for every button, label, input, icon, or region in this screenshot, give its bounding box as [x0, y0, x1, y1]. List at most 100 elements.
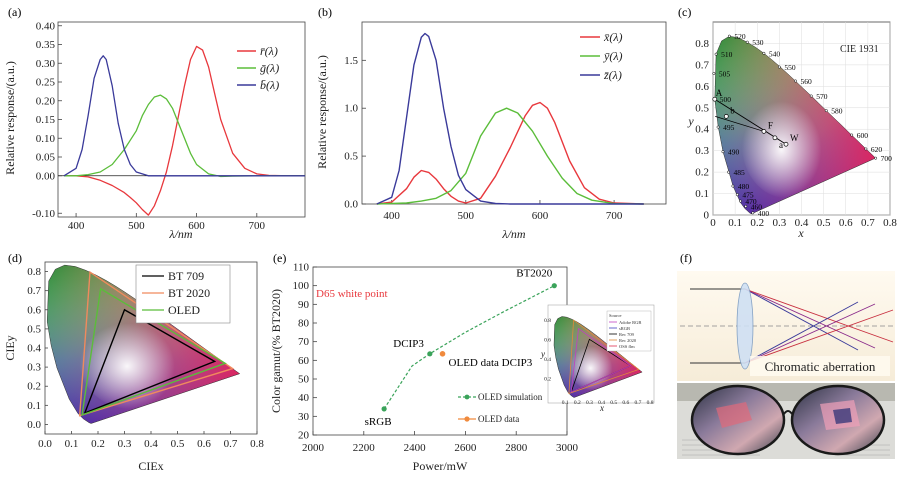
glasses-bridge — [783, 410, 793, 415]
d-xtick-label: 0.1 — [65, 438, 79, 450]
e-inset-xtick-label: 0.4 — [598, 400, 605, 406]
legend-label-bt709: BT 709 — [168, 269, 204, 283]
c-xtick-label: 0 — [710, 217, 716, 229]
d-ytick-label: 0.2 — [27, 381, 41, 393]
e-sim-line — [383, 285, 555, 410]
d-xtick-label: 0.3 — [118, 438, 132, 450]
panel-d-ticks: 0.0 0.1 0.2 0.3 0.4 0.5 0.6 0.7 0.8 0.0 0.1 0.2 0.3 0… — [27, 266, 264, 450]
c-ytick-label: 0.4 — [695, 124, 709, 136]
e-oled-data-point — [439, 351, 446, 357]
c-wavelength-label: 620 — [871, 145, 883, 154]
inset-xlabel: x — [599, 403, 604, 413]
c-wavelength-dot — [735, 193, 739, 197]
c-ytick-label: 0.5 — [695, 102, 709, 114]
c-xtick-label: 0.1 — [728, 217, 742, 229]
panel-d-ylabel: CIEy — [3, 335, 17, 360]
c-ytick-label: 0.7 — [695, 59, 709, 71]
a-series-line-1 — [64, 94, 305, 178]
panel-e: (e) 2000 2200 2400 2600 2800 3000 20 30 40 50 60 70… — [269, 251, 655, 473]
c-xtick-label: 0.8 — [883, 217, 897, 229]
a-ytick-label: 0.40 — [36, 20, 56, 32]
panel-e-ticks: 2000 2200 2400 2600 2800 3000 20 30 40 50 60 70 80 90… — [293, 262, 579, 455]
c-point-A — [712, 96, 718, 102]
e-xtick-label: 2600 — [454, 442, 477, 454]
c-wavelength-dot — [777, 65, 781, 69]
d-xtick-label: 0.7 — [224, 438, 238, 450]
e-inset-xtick-label: 0.7 — [634, 400, 641, 406]
e-inset-ytick-label: 0.2 — [544, 376, 551, 382]
inset-legend-5: OSS flm — [619, 344, 635, 349]
c-wavelength-dot — [716, 125, 720, 129]
legend-label-b: b̄(λ) — [260, 78, 279, 92]
inset-legend-1: Adobe RGB — [619, 320, 641, 325]
c-wavelength-label: 505 — [719, 69, 731, 78]
c-xtick-label: 0.6 — [839, 217, 853, 229]
legend-label-x: x̄(λ) — [603, 30, 623, 44]
b-xtick-label: 400 — [383, 210, 400, 222]
c-wavelength-dot — [874, 156, 878, 160]
inset-legend: Source Adobe RGB sRGB Rec 709 Rec 2020 O… — [606, 310, 652, 352]
c-wavelength-dot — [762, 51, 766, 55]
inset-legend-box — [606, 310, 652, 352]
panel-c-xlabel: x — [797, 226, 804, 240]
e-xtick-label: 2400 — [404, 442, 427, 454]
e-xtick-label: 3000 — [556, 442, 579, 454]
e-inset-xtick-label: 0.2 — [574, 400, 581, 406]
e-label-dcip3: DCIP3 — [393, 338, 424, 350]
glasses-photo — [677, 383, 895, 459]
b-xtick-label: 700 — [606, 210, 623, 222]
panel-b-ylabel: Relative response/(a.u.) — [315, 55, 329, 169]
panel-e-legend: OLED simulation OLED data — [458, 392, 543, 424]
a-ytick-label: 0.05 — [36, 152, 56, 164]
e-xtick-label: 2800 — [505, 442, 528, 454]
e-sim-point — [551, 283, 557, 289]
panel-b-label: (b) — [318, 5, 332, 19]
c-point-a — [772, 135, 778, 141]
panel-a-legend: r̄(λ) ḡ(λ) b̄(λ) — [237, 44, 279, 92]
inset-legend-0: Source — [609, 313, 622, 318]
panel-e-ylabel: Color gamut/(% BT2020) — [269, 289, 283, 413]
c-wavelength-label: 580 — [831, 107, 843, 116]
a-xtick-label: 500 — [128, 220, 145, 232]
c-point-label-a: a — [779, 140, 783, 150]
inset-legend-3: Rec 709 — [619, 332, 635, 337]
inset-legend-2: sRGB — [619, 326, 630, 331]
a-xtick-label: 600 — [188, 220, 205, 232]
c-wavelength-dot — [745, 40, 749, 44]
c-wavelength-dot — [727, 34, 731, 38]
panel-c-title: CIE 1931 — [840, 44, 879, 55]
c-ytick-label: 0.2 — [695, 167, 709, 179]
c-xtick-label: 0.2 — [750, 217, 764, 229]
c-point-label-A: A — [716, 88, 723, 98]
d-ytick-label: 0.8 — [27, 266, 41, 278]
d-xtick-label: 0.0 — [38, 438, 52, 450]
a-ytick-label: 0.30 — [36, 58, 56, 70]
e-ytick-label: 20 — [298, 430, 310, 442]
legend-label-oled-data: OLED data — [478, 414, 519, 424]
legend-label-y: ȳ(λ) — [603, 49, 623, 63]
panel-e-annotation: D65 white point — [316, 288, 388, 300]
c-wavelength-label: 570 — [816, 92, 828, 101]
e-xtick-label: 2000 — [302, 442, 325, 454]
b-ytick-label: 0.5 — [344, 151, 358, 163]
panel-e-label: (e) — [273, 251, 286, 265]
e-inset-xtick-label: 0.8 — [647, 400, 654, 406]
c-wavelength-dot — [714, 52, 718, 56]
c-wavelength-dot — [824, 109, 828, 113]
a-ytick-label: 0.25 — [36, 77, 56, 89]
legend-marker-oled-data — [464, 416, 470, 422]
panel-e-series: sRGB DCIP3 BT2020 OLED data DCIP3 — [365, 268, 557, 428]
a-series-line-2 — [63, 55, 305, 177]
e-xtick-label: 2200 — [353, 442, 376, 454]
inset-locus — [553, 316, 643, 398]
panel-a-ylabel: Relative response/(a.u.) — [3, 61, 17, 175]
light-rays — [690, 288, 894, 364]
panel-c-ticks: 0 0.1 0.2 0.3 0.4 0.5 0.6 0.7 0.8 0 0.1 0.2 0.3 0.4 0.… — [695, 38, 897, 229]
panel-f: (f) Chromatic aberration — [677, 251, 895, 459]
c-point-label-b: b — [730, 105, 735, 115]
d-xtick-label: 0.4 — [144, 438, 158, 450]
legend-label-bt2020: BT 2020 — [168, 286, 210, 300]
b-ytick-label: 1.0 — [344, 103, 358, 115]
